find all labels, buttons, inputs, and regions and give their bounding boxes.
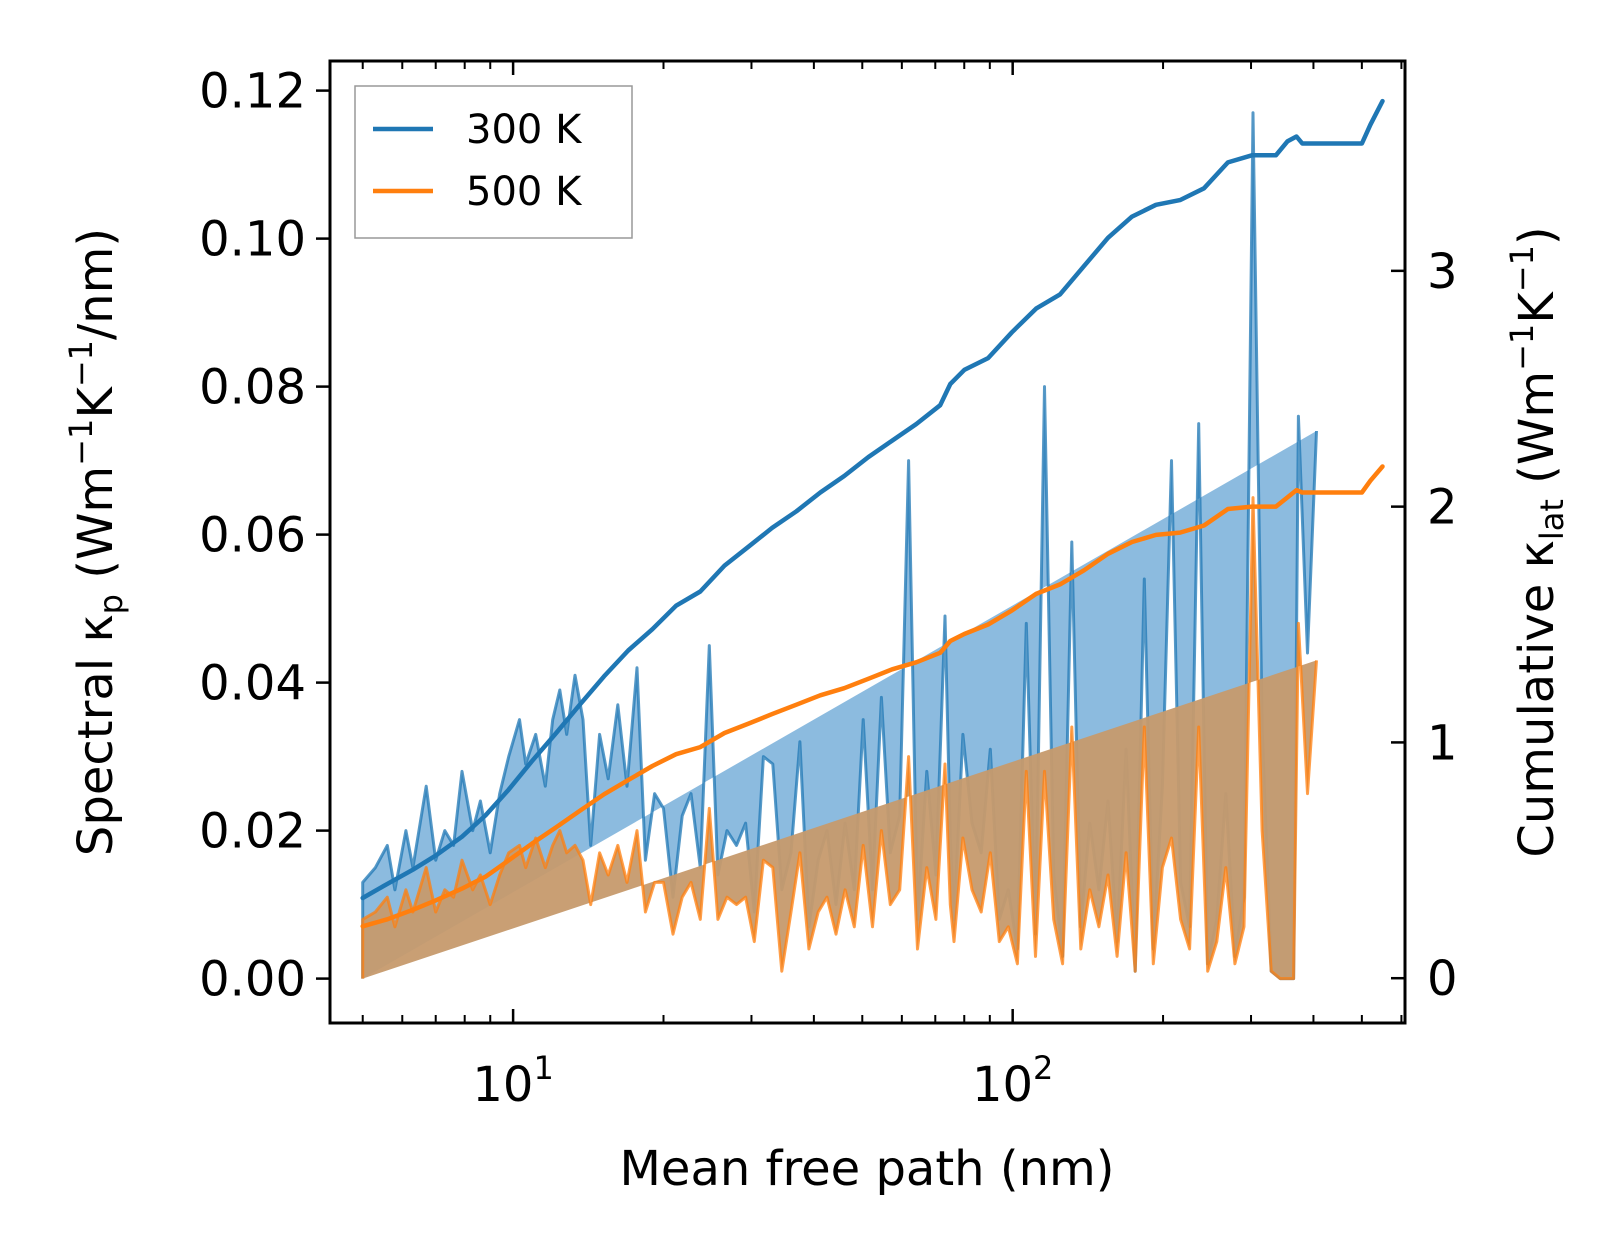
y-right-tick-label: 2 — [1427, 480, 1458, 536]
y-axis-left-title: Spectral κp (Wm−1K−1/nm) — [62, 228, 130, 856]
y-right-tick-label: 0 — [1427, 951, 1458, 1007]
plot-frame — [328, 59, 1407, 1025]
y-axis-right-title: Cumulative κlat (Wm−1K−1) — [1503, 226, 1571, 857]
y-left-tick-label: 0.12 — [199, 64, 306, 120]
y-left-tick-label: 0.06 — [199, 508, 306, 564]
x-axis-title: Mean free path (nm) — [620, 1141, 1115, 1197]
y-left-tick-label: 0.00 — [199, 952, 306, 1008]
y-right-tick-label: 3 — [1427, 244, 1458, 300]
y-left-tick-label: 0.02 — [199, 804, 306, 860]
legend-box — [354, 85, 633, 239]
x-tick-label: 101 — [472, 1049, 553, 1113]
axis-ticks: 0.00 0.02 0.04 0.06 0.08 0.10 0.12 0 1 2 3 101 102 — [199, 61, 1458, 1113]
plot-area — [360, 98, 1385, 981]
x-tick-label: 102 — [972, 1049, 1053, 1113]
y-right-tick-label: 1 — [1427, 715, 1458, 771]
y-left-tick-label: 0.08 — [199, 360, 306, 416]
cumulative-line-300k — [360, 98, 1385, 901]
y-left-tick-label: 0.04 — [199, 656, 306, 712]
y-left-tick-label: 0.10 — [199, 212, 306, 268]
cumulative-line-500k — [360, 464, 1385, 929]
legend-label-300k: 300 K — [466, 107, 583, 153]
legend: 300 K 500 K — [354, 85, 633, 239]
legend-label-500k: 500 K — [466, 169, 583, 215]
spectral-area-500k — [361, 496, 1318, 981]
